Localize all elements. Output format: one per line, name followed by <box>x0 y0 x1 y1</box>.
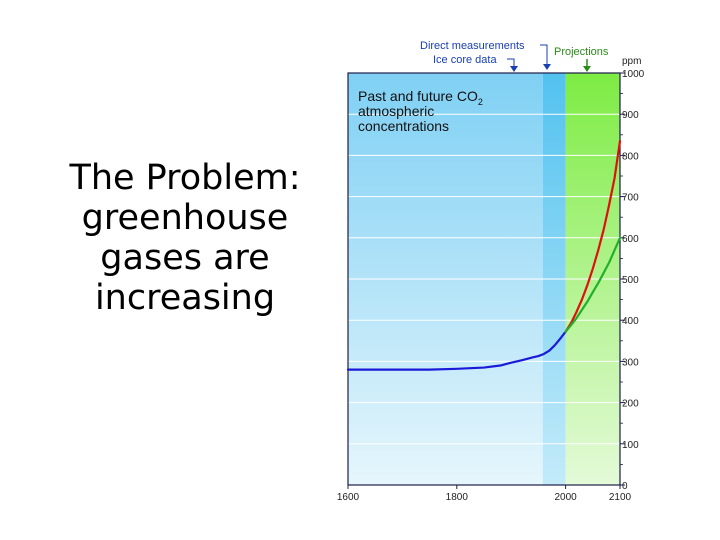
ice-core-data-label: Ice core data <box>433 54 497 66</box>
historical-co2-line <box>346 330 567 371</box>
slide-title-line: greenhouse <box>81 198 289 238</box>
y-tick-label: 1000 <box>622 69 645 80</box>
ice-core-leader <box>507 58 515 68</box>
low-projection-line <box>564 236 622 333</box>
y-tick-label: 600 <box>622 234 639 245</box>
y-tick-label: 0 <box>622 481 628 492</box>
x-tick-label: 1800 <box>446 492 469 503</box>
slide-title: The Problem: greenhouse gases are increa… <box>40 158 330 318</box>
y-tick-label: 800 <box>622 151 639 162</box>
y-tick-label: 200 <box>622 399 639 410</box>
chart-title-line: atmospheric <box>358 103 434 119</box>
slide-title-line: increasing <box>94 278 276 318</box>
projections-arrowhead <box>583 66 591 72</box>
x-tick-label: 1600 <box>337 492 360 503</box>
x-tick-label: 2100 <box>609 492 632 503</box>
y-tick-label: 100 <box>622 440 639 451</box>
slide-title-line: gases are <box>100 238 270 278</box>
direct-measurements-label: Direct measurements <box>420 40 525 52</box>
chart-title-line: concentrations <box>358 118 449 134</box>
y-axis-label: ppm <box>622 56 641 67</box>
y-tick-label: 300 <box>622 357 639 368</box>
ice-core-arrowhead <box>510 66 518 72</box>
direct-measurements-arrowhead <box>543 64 551 70</box>
x-tick-label: 2000 <box>554 492 577 503</box>
chart-title-subscript: 2 <box>478 97 483 107</box>
high-projection-line <box>564 139 622 333</box>
chart-title-line: Past and future CO2 <box>358 88 483 107</box>
direct-measurements-leader <box>540 44 548 68</box>
y-tick-label: 400 <box>622 316 639 327</box>
y-tick-label: 500 <box>622 275 639 286</box>
slide-title-line: The Problem: <box>69 158 301 198</box>
y-tick-label: 900 <box>622 110 639 121</box>
projections-label: Projections <box>554 46 609 58</box>
y-tick-label: 700 <box>622 193 639 204</box>
